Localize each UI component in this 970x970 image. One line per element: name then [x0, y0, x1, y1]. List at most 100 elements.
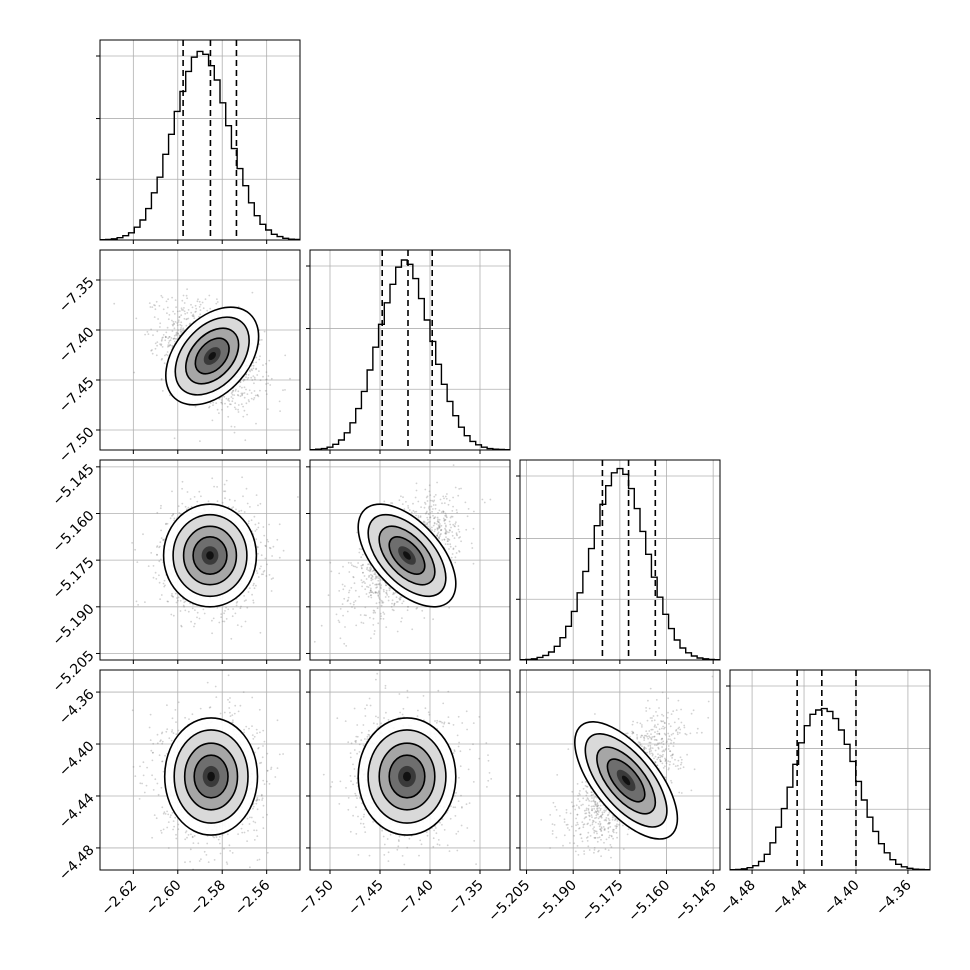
scatter-point: [156, 341, 159, 343]
scatter-point: [443, 497, 445, 500]
y-tick-label: −5.160: [50, 508, 98, 556]
scatter-point: [364, 588, 367, 591]
scatter-point: [173, 334, 176, 337]
scatter-point: [192, 313, 195, 316]
scatter-point: [202, 608, 205, 611]
scatter-point: [180, 625, 183, 628]
scatter-point: [234, 390, 237, 392]
scatter-point: [399, 598, 401, 601]
scatter-point: [414, 496, 417, 499]
scatter-point: [265, 378, 268, 381]
scatter-point: [251, 379, 254, 381]
scatter-point: [235, 602, 238, 604]
scatter-point: [386, 594, 389, 596]
scatter-point: [230, 392, 233, 394]
scatter-point: [160, 594, 163, 596]
scatter-point: [235, 604, 238, 607]
scatter-point: [444, 495, 447, 498]
scatter-point: [135, 600, 138, 603]
scatter-point: [174, 299, 177, 301]
scatter-point: [228, 498, 231, 501]
scatter-point: [436, 534, 438, 537]
scatter-point: [201, 301, 204, 304]
scatter-point: [172, 338, 175, 340]
scatter-point: [225, 861, 228, 864]
scatter-point: [231, 393, 234, 396]
scatter-point: [278, 523, 281, 526]
scatter-point: [147, 565, 150, 567]
scatter-point: [360, 548, 363, 551]
scatter-point: [432, 500, 435, 503]
scatter-point: [362, 563, 364, 566]
scatter-point: [212, 404, 214, 406]
scatter-point: [232, 608, 235, 610]
scatter-point: [221, 620, 224, 623]
scatter-point: [440, 529, 442, 532]
scatter-point: [251, 291, 254, 294]
scatter-point: [236, 600, 239, 603]
scatter-point: [385, 591, 387, 594]
scatter-point: [438, 537, 441, 539]
scatter-point: [384, 584, 387, 587]
scatter-point: [348, 591, 350, 594]
scatter-point: [167, 847, 170, 849]
scatter-point: [154, 342, 157, 345]
scatter-point: [172, 310, 175, 313]
scatter-point: [436, 516, 439, 519]
scatter-point: [401, 617, 403, 619]
scatter-point: [248, 587, 251, 589]
scatter-point: [263, 534, 266, 537]
scatter-point: [377, 577, 380, 579]
scatter-point: [154, 347, 157, 350]
scatter-point: [445, 530, 448, 532]
scatter-point: [165, 336, 167, 338]
scatter-point: [289, 377, 291, 380]
scatter-point: [218, 412, 220, 414]
scatter-point: [473, 510, 475, 513]
scatter-point: [231, 714, 234, 716]
scatter-point: [162, 538, 165, 541]
scatter-point: [236, 624, 239, 626]
scatter-point: [374, 572, 377, 574]
scatter-point: [172, 732, 175, 735]
scatter-point: [251, 734, 254, 736]
scatter-point: [216, 500, 219, 503]
scatter-point: [173, 323, 175, 325]
scatter-point: [189, 860, 192, 863]
scatter-point: [187, 317, 190, 320]
scatter-point: [162, 539, 165, 542]
y-tick-label: −5.205: [50, 648, 98, 696]
scatter-point: [206, 309, 209, 312]
scatter-point: [231, 400, 234, 403]
scatter-point: [225, 479, 228, 482]
scatter-point: [252, 398, 255, 401]
scatter-point: [259, 731, 261, 734]
scatter-point: [420, 506, 422, 508]
scatter-point: [432, 508, 434, 510]
scatter-point: [171, 717, 174, 720]
scatter-point: [265, 362, 267, 365]
scatter-point: [265, 393, 268, 395]
scatter-point: [241, 393, 244, 396]
scatter-point: [250, 816, 253, 819]
scatter-point: [196, 611, 199, 614]
scatter-point: [211, 477, 214, 480]
scatter-point: [186, 491, 189, 493]
scatter-point: [185, 318, 188, 321]
scatter-point: [250, 519, 253, 522]
scatter-point: [180, 624, 183, 627]
scatter-point: [378, 597, 380, 599]
scatter-point: [249, 866, 251, 869]
scatter-point: [367, 569, 370, 572]
scatter-point: [444, 532, 447, 535]
scatter-point: [248, 389, 251, 392]
scatter-point: [419, 516, 422, 518]
scatter-point: [139, 782, 142, 785]
scatter-point: [183, 307, 185, 309]
scatter-point: [257, 395, 260, 398]
scatter-point: [160, 378, 163, 380]
scatter-point: [399, 598, 402, 600]
scatter-point: [180, 321, 183, 324]
scatter-point: [371, 574, 374, 577]
scatter-point: [162, 770, 165, 773]
